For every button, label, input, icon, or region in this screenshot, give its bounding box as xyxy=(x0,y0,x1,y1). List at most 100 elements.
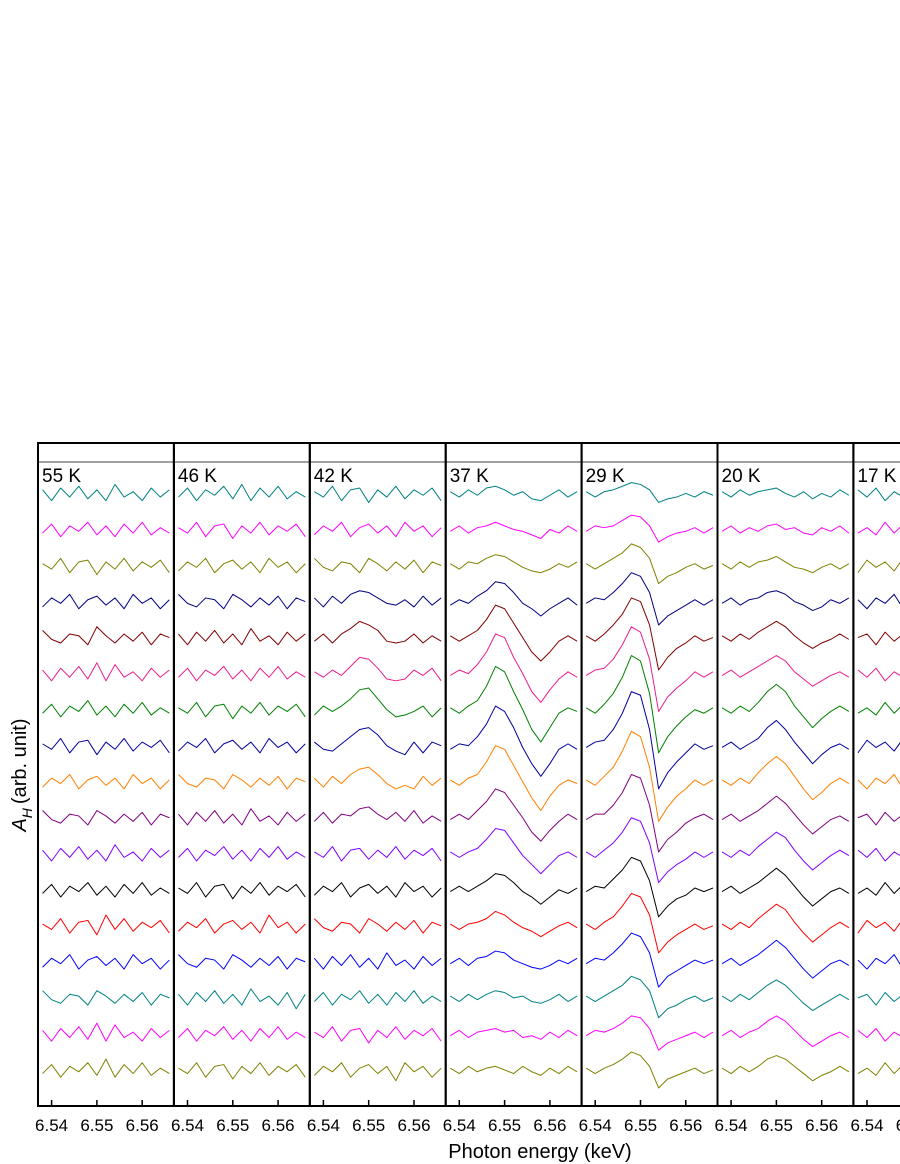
spectrum-line xyxy=(857,631,900,646)
panel xyxy=(857,487,900,1076)
x-tick-label: 6.56 xyxy=(126,1116,159,1135)
spectrum-line xyxy=(721,1015,850,1048)
spectrum-line xyxy=(449,828,578,875)
spectrum-line xyxy=(721,523,850,536)
spectrum-line xyxy=(721,1055,850,1082)
spectrum-line xyxy=(313,918,442,934)
x-tick-label: 6.55 xyxy=(760,1116,793,1135)
x-tick-label: 6.54 xyxy=(35,1116,68,1135)
spectrum-line xyxy=(857,521,900,536)
panel-title: 17 K xyxy=(857,466,896,487)
x-tick-label: 6.55 xyxy=(896,1116,900,1135)
spectrum-line xyxy=(585,543,714,585)
spectrum-line xyxy=(449,554,578,574)
spectrum-line xyxy=(42,914,170,936)
spectrum-line xyxy=(585,856,714,918)
spectrum-line xyxy=(42,1058,170,1078)
x-tick-label: 6.55 xyxy=(624,1116,657,1135)
spectrum-line xyxy=(313,557,442,574)
spectrum-line xyxy=(585,1051,714,1089)
spectrum-line xyxy=(857,487,900,502)
spectrum-line xyxy=(178,701,306,720)
x-axis-label: Photon energy (keV) xyxy=(448,1141,631,1163)
spectrum-line xyxy=(313,687,442,718)
spectrum-line xyxy=(857,882,900,896)
spectrum-line xyxy=(178,1026,306,1042)
spectrum-line xyxy=(585,655,714,754)
spectrum-line xyxy=(449,745,578,812)
spectrum-line xyxy=(449,581,578,617)
x-tick-label: 6.54 xyxy=(579,1116,612,1135)
panel xyxy=(585,482,714,1089)
spectrum-line xyxy=(178,808,306,826)
spectrum-line xyxy=(449,873,578,905)
panel-frame xyxy=(37,442,175,1107)
x-tick-label: 6.56 xyxy=(397,1116,430,1135)
spectrum-line xyxy=(42,1022,170,1042)
panel-frame xyxy=(852,442,900,1107)
spectrum-line xyxy=(585,730,714,822)
spectrum-line xyxy=(449,665,578,743)
spectrum-line xyxy=(585,817,714,884)
spectrum-line xyxy=(314,656,442,682)
spectrum-line xyxy=(857,1028,900,1042)
panel-title: 20 K xyxy=(722,466,761,487)
spectrum-line xyxy=(313,806,442,824)
panel-frame xyxy=(444,442,583,1107)
spectrum-line xyxy=(42,662,170,682)
panel xyxy=(449,485,578,1076)
spectrum-line xyxy=(178,483,306,502)
spectrum-line xyxy=(42,700,170,718)
x-tick-label: 6.56 xyxy=(262,1116,295,1135)
spectrum-line xyxy=(42,882,170,898)
spectrum-line xyxy=(857,667,900,682)
spectrum-line xyxy=(178,665,306,682)
x-tick-label: 6.55 xyxy=(80,1116,113,1135)
spectrum-line xyxy=(721,590,850,612)
spectrum-line xyxy=(721,556,850,574)
spectrum-line xyxy=(449,633,578,703)
spectrum-line xyxy=(721,655,850,687)
x-tick-label: 6.55 xyxy=(488,1116,521,1135)
spectrum-line xyxy=(178,557,306,574)
spectrum-line xyxy=(42,844,170,862)
x-tick-label: 6.55 xyxy=(216,1116,249,1135)
spectrum-line xyxy=(721,487,850,500)
spectrum-line xyxy=(721,903,850,943)
spectrum-line xyxy=(313,590,442,608)
spectrum-line xyxy=(449,788,578,842)
spectrum-line xyxy=(178,954,306,970)
spectrum-line xyxy=(449,705,578,777)
panel-title: 55 K xyxy=(42,466,81,487)
spectrum-line xyxy=(178,774,306,790)
spectrum-line xyxy=(721,755,850,801)
spectrum-line xyxy=(449,910,578,938)
spectrum-line xyxy=(178,988,306,1010)
spectrum-line xyxy=(449,990,578,1004)
y-axis-unit: (arb. unit) xyxy=(9,718,31,804)
spectrum-line xyxy=(314,620,442,644)
spectrum-line xyxy=(721,683,850,729)
spectrum-line xyxy=(314,1026,442,1044)
spectrum-line xyxy=(42,774,170,790)
x-tick-label: 6.54 xyxy=(850,1116,883,1135)
spectrum-line xyxy=(178,846,306,862)
spectrum-line xyxy=(449,1065,578,1076)
spectrum-line xyxy=(178,521,306,539)
spectrum-line xyxy=(178,914,306,934)
spectrum-line xyxy=(857,774,900,790)
spectrum-line xyxy=(313,990,442,1006)
spectrum-line xyxy=(857,811,900,826)
spectrum-line xyxy=(178,628,306,646)
spectrum-line xyxy=(42,521,170,538)
spectrum-line xyxy=(857,992,900,1006)
spectrum-line xyxy=(857,847,900,862)
spectrum-line xyxy=(721,867,850,907)
y-axis-symbol: A xyxy=(9,818,31,832)
panel-frame xyxy=(716,442,855,1107)
panel xyxy=(42,483,170,1078)
spectrum-line xyxy=(313,766,442,790)
spectrum-line xyxy=(178,1062,306,1080)
